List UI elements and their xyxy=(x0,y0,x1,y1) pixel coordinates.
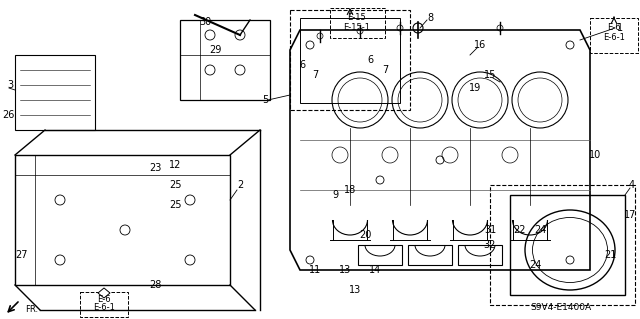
Text: 26: 26 xyxy=(2,110,14,120)
Text: S9V4-E1400A: S9V4-E1400A xyxy=(530,303,591,313)
Text: 24: 24 xyxy=(529,260,541,270)
Text: 19: 19 xyxy=(469,83,481,93)
Text: 25: 25 xyxy=(169,200,181,210)
Text: 7: 7 xyxy=(382,65,388,75)
Text: E-15: E-15 xyxy=(348,12,366,21)
Text: 13: 13 xyxy=(349,285,361,295)
Bar xyxy=(180,20,270,100)
Text: E-6: E-6 xyxy=(97,294,111,303)
Text: 28: 28 xyxy=(149,280,161,290)
Text: 25: 25 xyxy=(169,180,181,190)
Text: 15: 15 xyxy=(484,70,496,80)
Text: 22: 22 xyxy=(514,225,526,235)
Text: E-6-1: E-6-1 xyxy=(93,303,115,313)
Bar xyxy=(490,185,635,305)
Text: 11: 11 xyxy=(309,265,321,275)
Text: 7: 7 xyxy=(312,70,318,80)
Text: 9: 9 xyxy=(332,190,338,200)
Text: 32: 32 xyxy=(484,240,496,250)
Text: 29: 29 xyxy=(209,45,221,55)
Bar xyxy=(300,18,400,103)
Text: 18: 18 xyxy=(344,185,356,195)
Bar xyxy=(290,10,410,110)
Text: 16: 16 xyxy=(474,40,486,50)
Text: E-15-1: E-15-1 xyxy=(344,23,371,32)
Text: E-6-1: E-6-1 xyxy=(603,33,625,42)
Text: 12: 12 xyxy=(169,160,181,170)
Text: 23: 23 xyxy=(149,163,161,173)
Bar xyxy=(15,155,230,285)
Text: 30: 30 xyxy=(199,17,211,27)
Text: FR.: FR. xyxy=(25,306,38,315)
Polygon shape xyxy=(98,288,110,298)
Bar xyxy=(15,55,95,130)
Text: 6: 6 xyxy=(367,55,373,65)
Text: 3: 3 xyxy=(7,80,13,90)
Text: 4: 4 xyxy=(629,180,635,190)
Text: 2: 2 xyxy=(237,180,243,190)
Text: 14: 14 xyxy=(369,265,381,275)
Text: 20: 20 xyxy=(359,230,371,240)
Bar xyxy=(590,18,638,53)
Text: E-6: E-6 xyxy=(607,24,621,33)
Text: 31: 31 xyxy=(484,225,496,235)
Text: 8: 8 xyxy=(427,13,433,23)
Bar xyxy=(330,8,385,38)
Text: 6: 6 xyxy=(299,60,305,70)
Text: 13: 13 xyxy=(339,265,351,275)
Text: 17: 17 xyxy=(624,210,636,220)
Text: 10: 10 xyxy=(589,150,601,160)
Text: 24: 24 xyxy=(534,225,546,235)
Text: 1: 1 xyxy=(617,23,623,33)
Bar xyxy=(80,292,128,317)
Text: 27: 27 xyxy=(16,250,28,260)
Text: 21: 21 xyxy=(604,250,616,260)
Text: 5: 5 xyxy=(262,95,268,105)
